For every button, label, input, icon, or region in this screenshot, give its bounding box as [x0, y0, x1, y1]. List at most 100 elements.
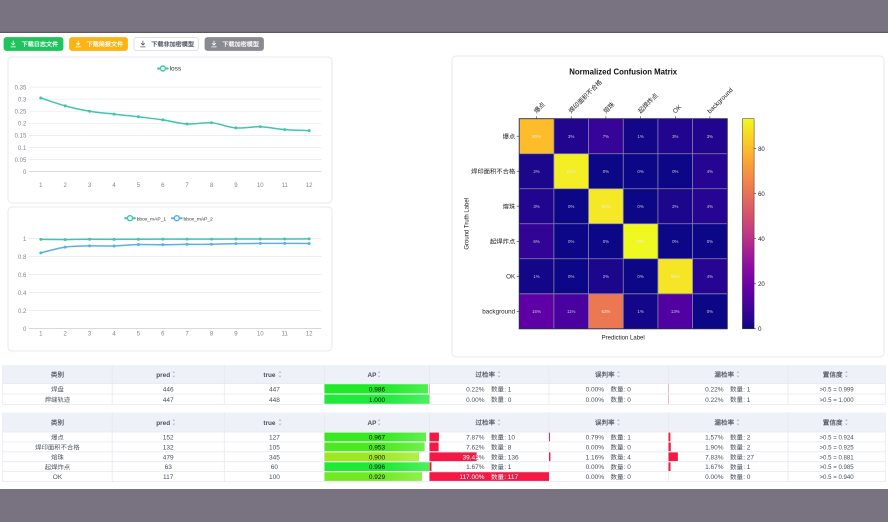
- svg-text:0%: 0%: [568, 204, 574, 209]
- svg-text:0.00%: 0.00%: [705, 474, 724, 481]
- svg-text:2: 2: [64, 331, 68, 337]
- svg-text:90%: 90%: [602, 204, 611, 209]
- svg-text:345: 345: [269, 454, 280, 461]
- svg-text:0.00%: 0.00%: [586, 464, 605, 471]
- svg-text:0.996: 0.996: [369, 464, 386, 471]
- svg-text:0: 0: [758, 327, 762, 333]
- svg-text:0%: 0%: [637, 274, 643, 279]
- svg-text:: 136: : 136: [504, 454, 519, 461]
- svg-text:91%: 91%: [567, 169, 576, 174]
- svg-text:8: 8: [210, 183, 214, 189]
- svg-text:1.67%: 1.67%: [466, 464, 485, 471]
- svg-text:20: 20: [758, 282, 765, 288]
- svg-text:93%: 93%: [636, 239, 645, 244]
- svg-text:: 1: : 1: [743, 397, 751, 404]
- svg-text:2%: 2%: [533, 169, 539, 174]
- svg-text:0.8: 0.8: [18, 255, 27, 261]
- svg-text:117.00%: 117.00%: [459, 474, 484, 481]
- svg-text:OK: OK: [506, 274, 516, 281]
- svg-text:3%: 3%: [533, 204, 539, 209]
- svg-text:0.79%: 0.79%: [586, 435, 605, 442]
- svg-text:152: 152: [163, 435, 174, 442]
- svg-text:0%: 0%: [707, 309, 713, 314]
- svg-text:0.967: 0.967: [369, 435, 386, 442]
- svg-text:1%: 1%: [637, 309, 643, 314]
- svg-text:12: 12: [306, 183, 313, 189]
- svg-text:: 0: : 0: [624, 397, 632, 404]
- svg-text:true: true: [263, 420, 276, 427]
- svg-text:0.00%: 0.00%: [586, 444, 605, 451]
- svg-text:0.22%: 0.22%: [705, 397, 724, 404]
- svg-text:3%: 3%: [672, 134, 678, 139]
- svg-text:0.00%: 0.00%: [586, 397, 605, 404]
- svg-text:2%: 2%: [672, 204, 678, 209]
- svg-text:: 0: : 0: [624, 464, 632, 471]
- svg-text:9: 9: [234, 183, 238, 189]
- svg-text:1.000: 1.000: [369, 397, 386, 404]
- svg-text:3%: 3%: [568, 134, 574, 139]
- svg-text:100: 100: [269, 474, 280, 481]
- svg-text:: 0: : 0: [504, 397, 512, 404]
- svg-text:6%: 6%: [533, 239, 539, 244]
- svg-text:true: true: [263, 372, 276, 379]
- svg-text:1%: 1%: [637, 134, 643, 139]
- svg-text:0.00%: 0.00%: [586, 474, 605, 481]
- svg-text:: 117: : 117: [504, 474, 518, 481]
- svg-text:4%: 4%: [707, 204, 713, 209]
- svg-text:: 1: : 1: [743, 464, 751, 471]
- svg-text:13%: 13%: [671, 309, 680, 314]
- svg-text:4: 4: [112, 331, 116, 337]
- svg-text:Normalized Confusion Matrix: Normalized Confusion Matrix: [569, 67, 678, 76]
- svg-text:127: 127: [269, 435, 280, 442]
- svg-text:bbox_mAP_2: bbox_mAP_2: [184, 216, 214, 222]
- svg-text:1.57%: 1.57%: [705, 435, 724, 442]
- svg-text:: 8: : 8: [504, 444, 512, 451]
- svg-text:11: 11: [282, 183, 289, 189]
- svg-text:0%: 0%: [672, 169, 678, 174]
- svg-text:1.90%: 1.90%: [705, 444, 724, 451]
- svg-text:0.00%: 0.00%: [586, 386, 605, 393]
- svg-text:5: 5: [137, 331, 141, 337]
- svg-text:6: 6: [161, 183, 165, 189]
- svg-text:0.22%: 0.22%: [466, 386, 485, 393]
- svg-text:: 1: : 1: [504, 464, 512, 471]
- svg-text:0.3: 0.3: [18, 98, 27, 104]
- svg-text:4%: 4%: [707, 274, 713, 279]
- svg-text:4: 4: [112, 183, 116, 189]
- svg-text:Ground Truth Label: Ground Truth Label: [465, 198, 471, 250]
- svg-text:0.22%: 0.22%: [705, 386, 724, 393]
- svg-text:132: 132: [163, 444, 174, 451]
- svg-text:0.2: 0.2: [18, 309, 27, 315]
- svg-text:loss: loss: [170, 66, 182, 73]
- svg-text:479: 479: [163, 454, 174, 461]
- svg-text:0%: 0%: [568, 239, 574, 244]
- svg-text:117: 117: [163, 474, 174, 481]
- svg-text:2%: 2%: [603, 274, 609, 279]
- svg-text:OK: OK: [672, 103, 684, 115]
- svg-text:0.15: 0.15: [15, 134, 27, 140]
- svg-text:: 4: : 4: [624, 454, 632, 461]
- svg-text:7.87%: 7.87%: [466, 435, 485, 442]
- svg-text:0.6: 0.6: [18, 273, 27, 279]
- svg-text:AP: AP: [368, 372, 378, 379]
- svg-text:bbox_mAP_1: bbox_mAP_1: [137, 216, 167, 222]
- svg-text:1: 1: [39, 183, 43, 189]
- svg-text:: 10: : 10: [504, 435, 515, 442]
- svg-text:0%: 0%: [568, 274, 574, 279]
- svg-text:OK: OK: [53, 474, 63, 481]
- svg-text:3%: 3%: [707, 134, 713, 139]
- svg-text:0.35: 0.35: [15, 85, 27, 91]
- svg-text:0.1: 0.1: [18, 146, 27, 152]
- svg-text:5: 5: [137, 183, 141, 189]
- svg-text:7.83%: 7.83%: [705, 454, 724, 461]
- svg-text:0.2: 0.2: [18, 122, 27, 128]
- svg-text:0: 0: [23, 170, 27, 176]
- svg-text:80: 80: [758, 147, 765, 153]
- svg-text:7%: 7%: [603, 134, 609, 139]
- svg-text:: 2: : 2: [743, 435, 751, 442]
- svg-text:1: 1: [39, 331, 43, 337]
- svg-text:0.05: 0.05: [15, 158, 27, 164]
- svg-text:0%: 0%: [707, 239, 713, 244]
- svg-text:: 0: : 0: [743, 474, 751, 481]
- svg-text:pred: pred: [156, 372, 170, 379]
